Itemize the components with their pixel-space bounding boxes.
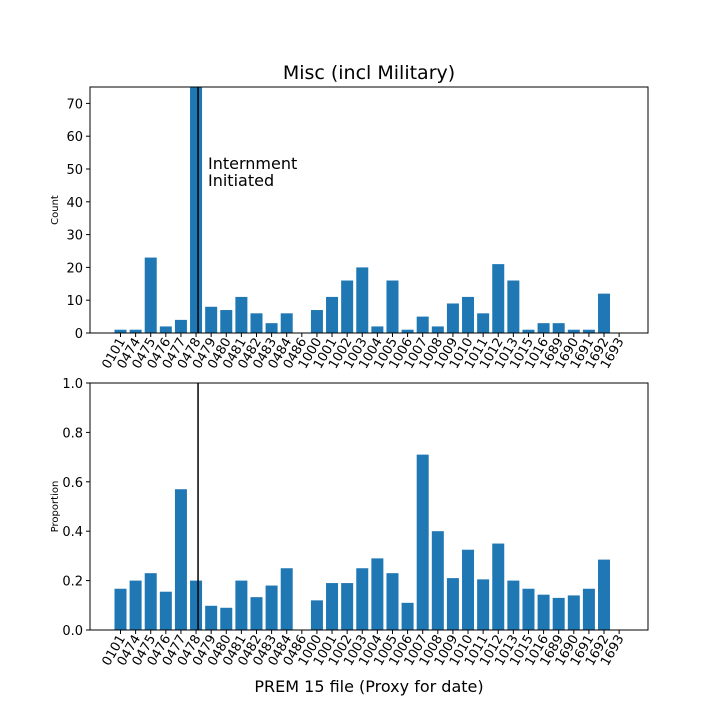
bar-0475	[144, 257, 157, 333]
bar-1009	[446, 578, 459, 630]
bar-1016	[537, 323, 550, 333]
bar-1692	[598, 559, 611, 630]
bar-0476	[159, 326, 172, 333]
bar-0480	[220, 607, 233, 630]
bar-1000	[310, 310, 323, 333]
bar-1011	[477, 313, 490, 333]
bar-0484	[280, 313, 293, 333]
bar-1692	[598, 293, 611, 333]
bar-0478	[190, 87, 203, 333]
y-tick-label: 0.6	[62, 476, 83, 491]
bar-0101	[114, 329, 127, 333]
y-tick-label: 10	[66, 294, 83, 309]
bar-1015	[522, 329, 535, 333]
bar-1007	[416, 316, 429, 333]
bar-0474	[129, 580, 142, 630]
bar-1004	[371, 326, 384, 333]
bar-1691	[582, 329, 595, 333]
bar-1690	[567, 329, 580, 333]
bar-0478	[190, 580, 203, 630]
bar-1000	[310, 600, 323, 630]
bar-1002	[341, 280, 354, 333]
bar-1690	[567, 595, 580, 630]
bar-0483	[265, 585, 278, 630]
bar-1009	[446, 303, 459, 333]
bar-0475	[144, 573, 157, 630]
bar-0482	[250, 313, 263, 333]
bar-0474	[129, 329, 142, 333]
axes-frame	[89, 86, 649, 334]
bar-1013	[507, 580, 520, 630]
bar-1003	[356, 568, 369, 630]
y-tick-label: 0.4	[62, 525, 83, 540]
bar-1010	[462, 549, 475, 630]
axes-frame	[89, 382, 649, 631]
bar-1005	[386, 573, 399, 630]
bar-1016	[537, 594, 550, 630]
bar-1005	[386, 280, 399, 333]
bar-1008	[431, 326, 444, 333]
y-tick-label: 20	[66, 261, 83, 276]
bar-1004	[371, 558, 384, 630]
bar-1689	[552, 597, 565, 630]
bar-0479	[205, 306, 218, 333]
bar-1003	[356, 267, 369, 333]
y-tick-label: 0.8	[62, 426, 83, 441]
chart-title: Misc (incl Military)	[283, 62, 455, 84]
y-tick-label: 1.0	[62, 377, 83, 392]
bar-1006	[401, 602, 414, 630]
bar-0101	[114, 588, 127, 630]
y-axis-label: Proportion	[50, 481, 61, 533]
bar-1691	[582, 588, 595, 630]
y-tick-label: 30	[66, 229, 83, 244]
y-axis-label: Count	[50, 195, 61, 225]
annotation-text: Initiated	[208, 171, 274, 190]
bar-1002	[341, 583, 354, 630]
bar-1006	[401, 329, 414, 333]
bar-1011	[477, 579, 490, 630]
bar-0482	[250, 597, 263, 630]
bar-0476	[159, 591, 172, 630]
x-axis-label: PREM 15 file (Proxy for date)	[254, 677, 483, 696]
y-tick-label: 0	[75, 327, 83, 342]
y-tick-label: 60	[66, 130, 83, 145]
bar-1001	[326, 583, 339, 630]
bar-0477	[174, 319, 187, 333]
bar-1689	[552, 323, 565, 333]
y-tick-label: 0.2	[62, 575, 83, 590]
bar-1012	[492, 264, 505, 333]
bar-1007	[416, 454, 429, 630]
bar-1001	[326, 296, 339, 333]
bar-0480	[220, 310, 233, 333]
annotation-text: Internment	[208, 154, 297, 173]
y-tick-label: 40	[66, 196, 83, 211]
y-tick-label: 70	[66, 97, 83, 112]
bar-1013	[507, 280, 520, 333]
bar-0481	[235, 580, 248, 630]
bar-0483	[265, 323, 278, 333]
y-tick-label: 50	[66, 163, 83, 178]
bar-1010	[462, 296, 475, 333]
bar-1015	[522, 588, 535, 630]
bar-0477	[174, 489, 187, 630]
bar-0484	[280, 568, 293, 630]
bar-0481	[235, 296, 248, 333]
bar-1008	[431, 531, 444, 630]
y-tick-label: 0.0	[62, 624, 83, 639]
bar-1012	[492, 543, 505, 630]
bar-0479	[205, 605, 218, 630]
